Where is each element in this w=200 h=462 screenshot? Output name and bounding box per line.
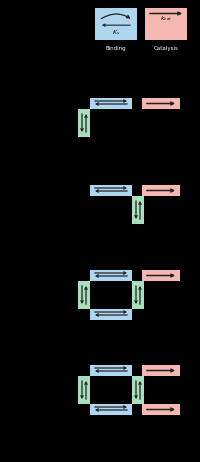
FancyBboxPatch shape [90, 98, 132, 109]
FancyBboxPatch shape [132, 281, 144, 309]
Text: $k_{cat}$: $k_{cat}$ [160, 14, 172, 23]
FancyBboxPatch shape [132, 196, 144, 224]
Text: Binding: Binding [106, 46, 126, 51]
FancyBboxPatch shape [78, 109, 90, 137]
FancyBboxPatch shape [145, 8, 187, 40]
FancyBboxPatch shape [90, 270, 132, 281]
Text: $K_s$: $K_s$ [112, 29, 120, 37]
FancyBboxPatch shape [78, 281, 90, 309]
FancyBboxPatch shape [142, 365, 180, 376]
FancyBboxPatch shape [90, 185, 132, 196]
FancyBboxPatch shape [78, 376, 90, 404]
Text: Catalysis: Catalysis [154, 46, 178, 51]
FancyBboxPatch shape [142, 270, 180, 281]
FancyBboxPatch shape [132, 376, 144, 404]
FancyBboxPatch shape [142, 404, 180, 415]
FancyBboxPatch shape [95, 8, 137, 40]
FancyBboxPatch shape [90, 309, 132, 320]
FancyBboxPatch shape [90, 404, 132, 415]
FancyBboxPatch shape [90, 365, 132, 376]
FancyBboxPatch shape [142, 98, 180, 109]
FancyBboxPatch shape [142, 185, 180, 196]
